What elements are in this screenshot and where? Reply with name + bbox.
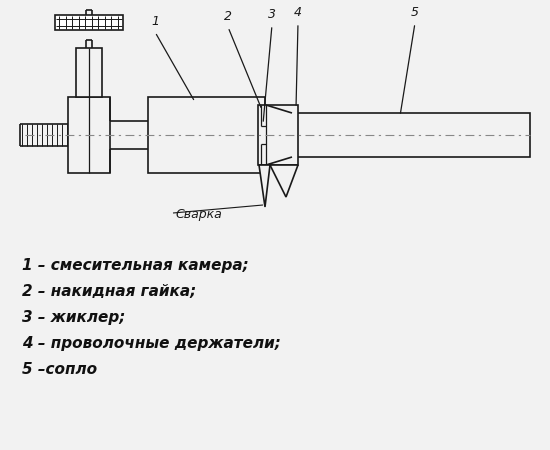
Text: 5 –сопло: 5 –сопло: [22, 362, 97, 377]
Bar: [292, 113, 530, 157]
Text: Сварка: Сварка: [175, 208, 222, 221]
Bar: [55, 15, 123, 30]
Text: 4: 4: [294, 6, 302, 19]
Text: 3 – жиклер;: 3 – жиклер;: [22, 310, 125, 325]
Bar: [76, 48, 102, 97]
Text: 1 – смесительная камера;: 1 – смесительная камера;: [22, 258, 249, 273]
Text: 3: 3: [268, 8, 276, 21]
Bar: [148, 97, 265, 173]
Text: 2: 2: [224, 10, 232, 23]
Bar: [258, 105, 298, 165]
Bar: [68, 97, 110, 173]
Text: 4 – проволочные держатели;: 4 – проволочные держатели;: [22, 336, 281, 351]
Polygon shape: [270, 165, 298, 197]
Text: 1: 1: [151, 15, 159, 28]
Text: 2 – накидная гайка;: 2 – накидная гайка;: [22, 284, 196, 299]
Text: 5: 5: [411, 6, 419, 19]
Polygon shape: [259, 165, 270, 207]
